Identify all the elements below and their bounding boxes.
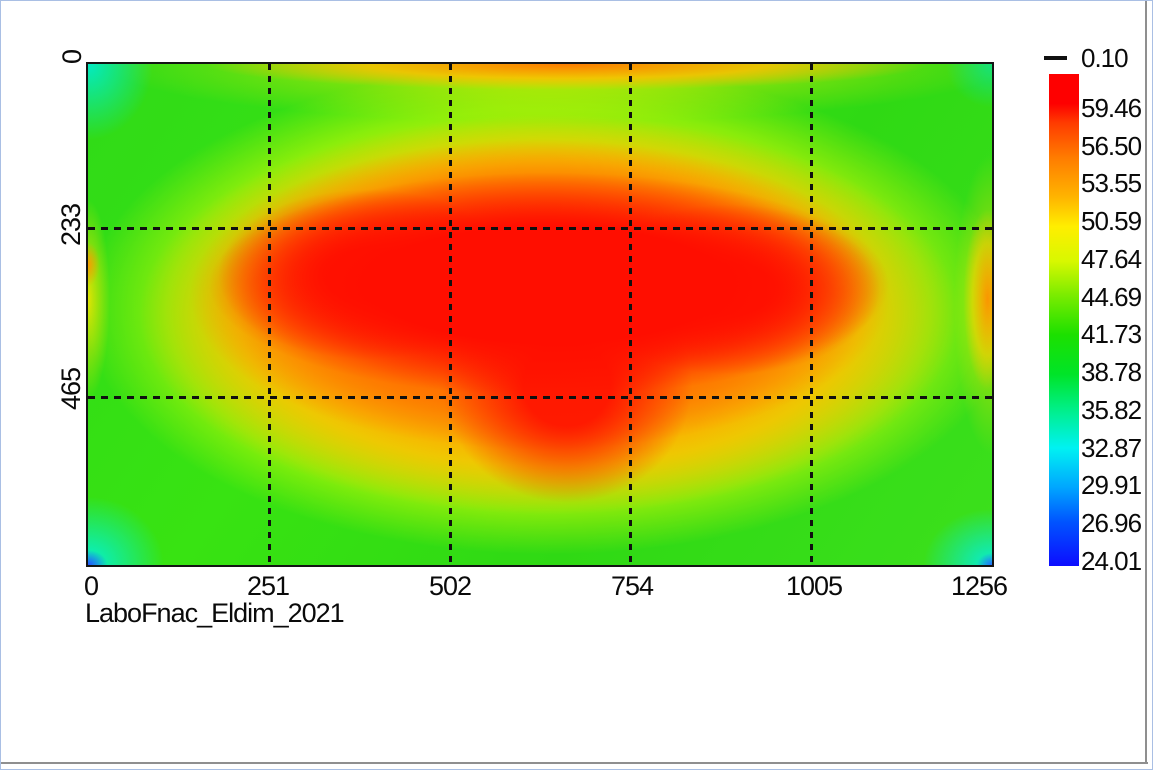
x-axis-tick-label: 251	[246, 571, 290, 601]
colorbar-label: 56.50	[1081, 131, 1142, 161]
colorbar-label: 32.87	[1081, 433, 1142, 463]
grid-line-vertical-1005	[810, 64, 814, 565]
colorbar-label: 35.82	[1081, 395, 1142, 425]
colorbar-label: 29.91	[1081, 470, 1142, 500]
x-axis-tick-label: 0	[83, 571, 99, 601]
colorbar-label: 53.55	[1081, 168, 1142, 198]
plot-area	[86, 62, 994, 567]
colorbar-label: 44.69	[1081, 282, 1142, 312]
colorbar-label: 26.96	[1081, 508, 1142, 538]
grid-line-vertical-754	[629, 64, 633, 565]
colorbar-gradient	[1049, 74, 1079, 566]
window-frame-bottom-line	[1, 762, 1148, 764]
colorbar-label: 38.78	[1081, 357, 1142, 387]
grid-line-vertical-502	[448, 64, 452, 565]
y-axis-tick-label: 465	[56, 367, 86, 411]
x-axis-tick-label: 1005	[785, 571, 843, 601]
colorbar-top-label: 0.10	[1081, 43, 1129, 73]
y-axis-tick-label: 0	[57, 49, 87, 65]
x-axis-tick-label: 1256	[950, 571, 1008, 601]
y-axis-tick-label: 233	[56, 203, 86, 247]
colorbar-label: 24.01	[1081, 546, 1142, 576]
grid-line-horizontal-233	[88, 226, 992, 230]
colorbar-label: 41.73	[1081, 319, 1142, 349]
grid-line-horizontal-465	[88, 396, 992, 400]
colorbar-top-tick	[1044, 56, 1067, 60]
colorbar-label: 47.64	[1081, 244, 1142, 274]
grid-line-vertical-251	[267, 64, 271, 565]
chart-title: LaboFnac_Eldim_2021	[85, 598, 345, 628]
x-axis-tick-label: 754	[610, 571, 654, 601]
x-axis-tick-label: 502	[428, 571, 472, 601]
colorbar-label: 59.46	[1081, 93, 1142, 123]
colorbar-label: 50.59	[1081, 206, 1142, 236]
heatmap-canvas[interactable]	[88, 64, 992, 565]
window-frame-right-line	[1145, 1, 1147, 764]
